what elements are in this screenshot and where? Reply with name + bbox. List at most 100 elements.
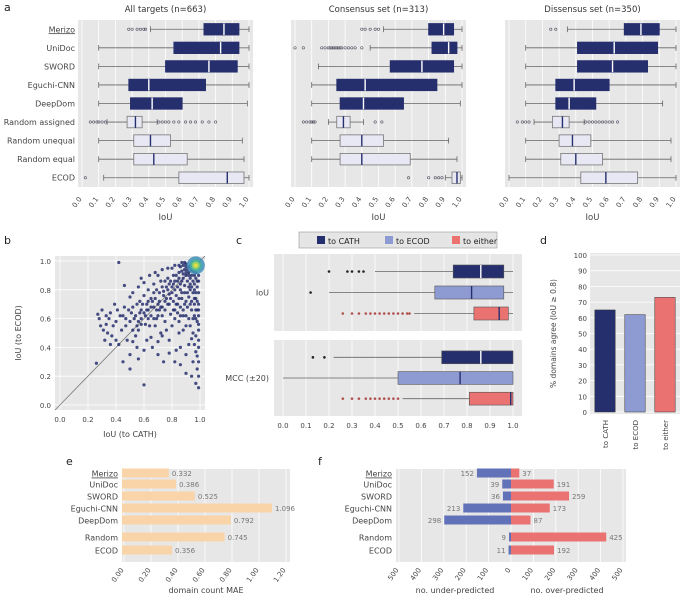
box-to-ECOD (283, 371, 514, 385)
scatter-point (169, 279, 173, 283)
outlier-point (392, 312, 395, 315)
scatter-point (191, 331, 195, 335)
x-tick-label: 300 (566, 567, 580, 583)
outlier-point (527, 120, 531, 124)
y-tick-label: 0.8 (40, 287, 51, 295)
outlier-point (369, 397, 372, 400)
scatter-point (197, 291, 201, 295)
box-random-equal (311, 153, 458, 166)
scatter-point (150, 299, 154, 303)
box-iqr (451, 171, 461, 184)
scatter-point (181, 328, 185, 332)
x-tick-label: 1.00 (245, 567, 260, 584)
outlier-point (341, 397, 345, 400)
y-tick-label: 80 (578, 283, 587, 291)
bar-random (122, 532, 225, 542)
y-tick-label: 0.2 (40, 373, 51, 381)
method-label-sword: SWORD (44, 62, 75, 71)
box-to-ECOD (309, 285, 513, 300)
x-axis-label: IoU (372, 213, 386, 223)
scatter-point (197, 328, 201, 332)
value-label-under: 39 (490, 481, 499, 489)
x-tick-label: 100 (476, 567, 490, 583)
scatter-point (159, 331, 163, 335)
box-iqr (178, 171, 245, 184)
outlier-point (214, 120, 218, 124)
scatter-point (131, 305, 135, 309)
value-label-under: 36 (491, 493, 500, 501)
scatter-point (183, 291, 187, 295)
value-label-under: 213 (447, 505, 460, 513)
scatter-point (170, 291, 174, 295)
x-tick-label: 0.8 (166, 416, 177, 424)
outlier-point (607, 120, 611, 124)
scatter-point (121, 314, 125, 318)
scatter-point (159, 279, 163, 283)
y-tick-label: 70 (578, 299, 587, 307)
scatter-point (184, 371, 188, 375)
scatter-point (148, 273, 152, 277)
scatter-point (185, 305, 189, 309)
scatter-point (156, 302, 160, 306)
x-axis-label: IoU (159, 213, 173, 223)
outlier-point (594, 120, 598, 124)
scatter-point (163, 319, 167, 324)
scatter-point (128, 319, 132, 324)
scatter-point (122, 305, 126, 309)
scatter-point (195, 285, 199, 289)
box-iqr (431, 41, 458, 54)
scatter-point (190, 308, 194, 312)
scatter-point (124, 317, 128, 321)
box-deepdom (98, 97, 248, 110)
value-label: 1.096 (275, 505, 296, 513)
scatter-point (191, 360, 195, 364)
value-label-over: 425 (609, 534, 622, 542)
method-label-eguchi-cnn: Eguchi-CNN (28, 81, 75, 90)
scatter-point (197, 322, 201, 326)
scatter-point (195, 367, 199, 371)
legend-c (298, 231, 498, 249)
scatter-point (167, 292, 171, 296)
bar-under-eguchi-cnn (463, 503, 511, 513)
scatter-point (197, 338, 201, 342)
scatter-point (171, 308, 175, 312)
scatter-point (188, 288, 192, 292)
scatter-point (111, 324, 115, 328)
scatter-point (181, 308, 185, 312)
x-tick-label: 0.60 (191, 567, 206, 584)
box-iqr (558, 134, 592, 147)
y-tick-label: 0.0 (40, 402, 51, 410)
x-tick-label: 0.7 (438, 422, 449, 430)
scatter-point (155, 317, 159, 321)
scatter-point (107, 317, 111, 321)
scatter-point (171, 299, 175, 303)
scatter-point (173, 317, 177, 321)
subplot-title: Dissensus set (n=350) (544, 5, 640, 15)
scatter-point (184, 273, 188, 277)
scatter-point (191, 279, 195, 283)
x-tick-label: 0.5 (154, 196, 167, 210)
scatter-point (174, 273, 178, 277)
box-merizo (360, 23, 463, 36)
scatter-point (197, 302, 201, 306)
outlier-point (433, 176, 437, 180)
outlier-point (408, 312, 411, 315)
scatter-point (149, 305, 153, 309)
scatter-point (191, 291, 195, 295)
scatter-point (166, 266, 170, 270)
scatter-point (141, 302, 145, 306)
outlier-point (357, 312, 361, 315)
value-label-under: 298 (428, 517, 441, 525)
scatter-point (163, 299, 167, 303)
scatter-point (180, 260, 184, 265)
outlier-point (554, 27, 558, 31)
scatter-point (101, 328, 105, 332)
scatter-point (97, 317, 101, 321)
group-label: MCC (±20) (225, 374, 269, 383)
scatter-point (171, 273, 175, 277)
y-tick-label: 0.6 (40, 316, 52, 324)
value-label-under: 9 (502, 534, 506, 542)
scatter-point (122, 283, 126, 288)
box-iqr (397, 371, 514, 385)
